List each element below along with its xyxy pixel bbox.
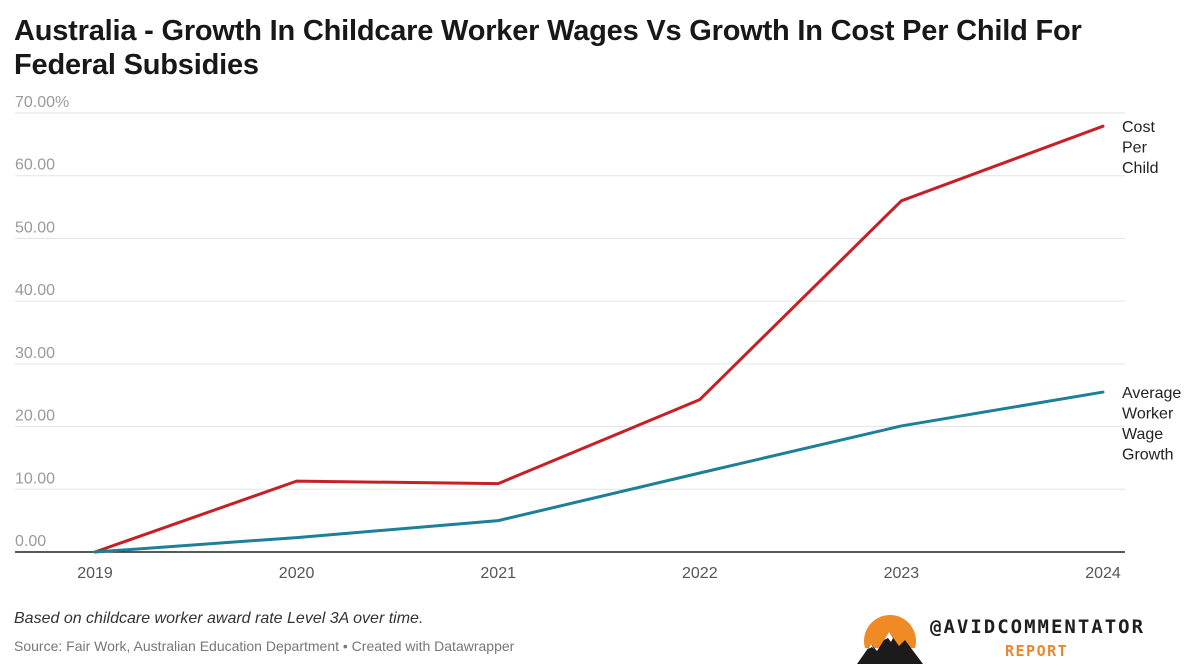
series-label-line: Average <box>1122 385 1181 402</box>
x-tick-label: 2023 <box>884 565 920 582</box>
chart-note: Based on childcare worker award rate Lev… <box>14 610 424 627</box>
wage-growth-line <box>93 390 1105 554</box>
x-tick-label: 2020 <box>279 565 315 582</box>
series-label-line: Worker <box>1122 406 1174 423</box>
y-tick-label: 0.00 <box>15 533 46 550</box>
cost-per-child-line <box>93 124 1105 554</box>
logo-report: REPORT <box>1005 642 1069 660</box>
series-label-line: Wage <box>1122 426 1163 443</box>
x-tick-label: 2022 <box>682 565 718 582</box>
wage-growth-label: Average Worker Wage Growth <box>1122 385 1181 464</box>
x-tick-label: 2021 <box>480 565 516 582</box>
y-tick-label: 50.00 <box>15 219 55 236</box>
series-label-line: Per <box>1122 140 1148 157</box>
chart-title: Australia - Growth In Childcare Worker W… <box>14 15 1082 81</box>
y-tick-label: 40.00 <box>15 282 55 299</box>
series-layer <box>93 124 1105 554</box>
series-label-line: Growth <box>1122 447 1174 464</box>
y-tick-label: 60.00 <box>15 157 55 174</box>
line-chart: 0.00 10.00 20.00 30.00 40.00 50.00 60.00 70.00%… <box>15 94 1181 582</box>
avid-commentator-logo[interactable]: @AVIDCOMMENTATOR REPORT <box>855 608 1185 668</box>
y-tick-label: 20.00 <box>15 408 55 425</box>
chart-source: Source: Fair Work, Australian Education … <box>14 638 515 654</box>
series-label-line: Cost <box>1122 119 1155 136</box>
y-tick-label: 70.00% <box>15 94 69 111</box>
logo-handle: @AVIDCOMMENTATOR <box>930 616 1146 638</box>
cost-per-child-label: Cost Per Child <box>1122 119 1158 177</box>
x-tick-label: 2019 <box>77 565 113 582</box>
y-tick-label: 10.00 <box>15 470 55 487</box>
series-label-line: Child <box>1122 160 1158 177</box>
y-tick-label: 30.00 <box>15 345 55 362</box>
x-tick-label: 2024 <box>1085 565 1121 582</box>
label-layer: 0.00 10.00 20.00 30.00 40.00 50.00 60.00 70.00%… <box>15 94 1181 582</box>
mountain-sun-icon <box>855 615 925 666</box>
grid-layer <box>15 112 1125 553</box>
